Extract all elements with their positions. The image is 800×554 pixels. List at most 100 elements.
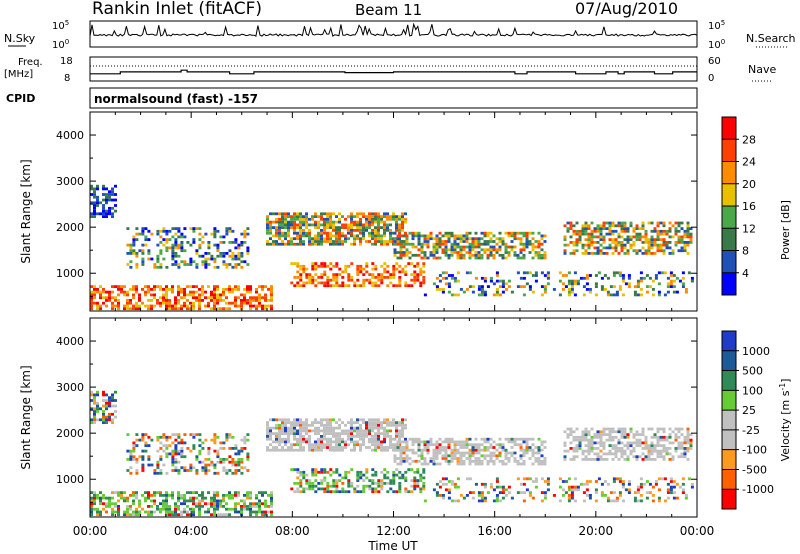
power-cell <box>620 246 624 250</box>
power-cell <box>353 234 356 238</box>
power-cell <box>183 296 186 300</box>
power-cell <box>641 246 645 250</box>
power-cell <box>308 223 311 227</box>
power-cell <box>308 217 311 221</box>
velocity-cell <box>501 485 505 489</box>
power-cell <box>225 252 229 255</box>
power-cell <box>344 217 347 221</box>
velocity-cell <box>456 459 460 463</box>
velocity-cell <box>492 488 496 492</box>
velocity-cell <box>474 451 478 455</box>
velocity-cell <box>192 444 196 447</box>
velocity-cell <box>246 433 250 436</box>
velocity-cell <box>516 459 520 463</box>
velocity-cell <box>90 510 93 514</box>
velocity-cell <box>396 446 400 449</box>
velocity-cell <box>222 505 225 508</box>
power-cell <box>287 231 290 235</box>
power-cell <box>228 241 232 244</box>
power-cell <box>228 229 232 233</box>
power-cell <box>320 276 324 279</box>
velocity-cell <box>522 448 526 452</box>
power-cell <box>344 226 347 229</box>
velocity-cell <box>240 466 244 470</box>
velocity-cell <box>683 447 687 450</box>
velocity-colorbar-frame <box>721 330 737 510</box>
power-cell <box>165 249 169 253</box>
velocity-cell <box>323 487 327 491</box>
power-cell <box>278 223 281 227</box>
power-cell <box>126 299 129 302</box>
power-cell <box>264 293 267 297</box>
power-cell <box>246 227 250 230</box>
velocity-cell <box>90 513 93 517</box>
power-cell <box>582 276 586 280</box>
velocity-cell <box>156 505 159 508</box>
velocity-cell <box>147 444 151 447</box>
velocity-cell <box>513 457 517 460</box>
velocity-cell <box>198 438 202 442</box>
velocity-cell <box>675 496 679 500</box>
power-cell <box>623 224 627 228</box>
velocity-cell <box>293 437 296 441</box>
velocity-cell <box>498 437 502 441</box>
power-cell <box>528 240 532 243</box>
power-cell <box>326 217 329 221</box>
power-cell <box>447 256 451 260</box>
power-cell <box>377 276 381 279</box>
velocity-cell <box>162 433 166 436</box>
velocity-cell <box>468 462 472 466</box>
velocity-cell <box>159 441 163 445</box>
velocity-cell <box>299 437 302 441</box>
power-cell <box>102 212 105 216</box>
power-cell <box>666 282 670 286</box>
velocity-cell <box>284 423 287 427</box>
power-cell <box>414 245 418 249</box>
power-cell <box>540 256 544 260</box>
velocity-cell <box>636 488 640 492</box>
velocity-cell <box>578 441 582 445</box>
power-cell <box>135 232 139 236</box>
power-cell <box>570 279 574 283</box>
velocity-cell <box>305 426 308 430</box>
power-cell <box>678 279 682 283</box>
velocity-cell <box>659 449 663 453</box>
power-cell <box>126 304 129 308</box>
velocity-cell <box>471 451 475 455</box>
velocity-cell <box>489 446 493 449</box>
power-cell <box>540 253 544 257</box>
power-cell <box>572 241 576 244</box>
power-cell <box>326 234 329 238</box>
velocity-cell <box>540 443 544 447</box>
power-cell <box>287 223 290 227</box>
power-cell <box>617 221 621 225</box>
power-cell <box>299 212 302 216</box>
power-cell <box>599 252 603 255</box>
velocity-cell <box>653 435 657 439</box>
velocity-cell <box>648 491 652 494</box>
velocity-cell <box>471 448 475 452</box>
velocity-cell <box>99 510 102 514</box>
power-cell <box>165 232 169 236</box>
power-cell <box>644 232 648 236</box>
power-cell <box>444 242 448 246</box>
power-cell <box>447 274 451 277</box>
velocity-cell <box>528 491 532 494</box>
power-cell <box>189 285 192 288</box>
velocity-cell <box>320 443 323 447</box>
power-cell <box>192 227 196 230</box>
power-cell <box>90 293 93 297</box>
power-cell <box>231 301 234 305</box>
velocity-cell <box>102 410 105 413</box>
power-cell <box>377 229 380 232</box>
power-cell <box>186 299 189 302</box>
velocity-cell <box>204 469 208 472</box>
power-cell <box>222 299 225 302</box>
velocity-cell <box>644 447 648 450</box>
power-cell <box>393 240 397 243</box>
power-cell <box>498 293 502 297</box>
power-cell <box>335 276 339 279</box>
power-cell <box>404 270 408 274</box>
power-cell <box>314 264 318 268</box>
power-cell <box>480 237 484 241</box>
